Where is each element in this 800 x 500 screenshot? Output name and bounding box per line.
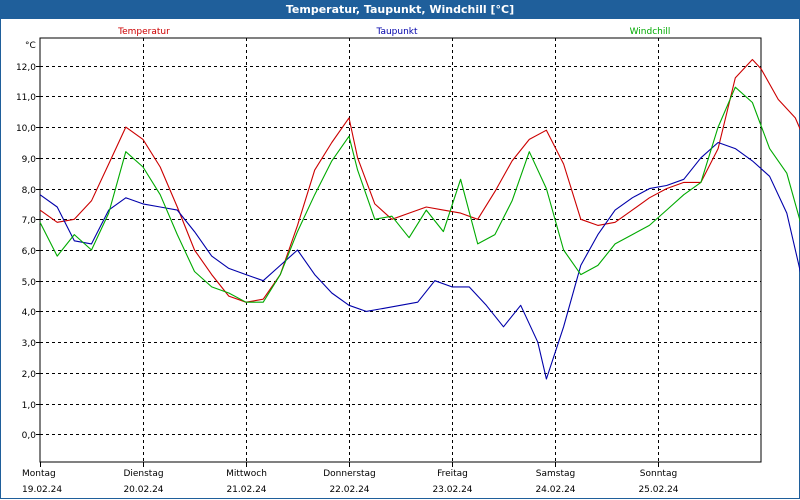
x-date-label: 25.02.24 <box>638 485 678 495</box>
x-day-label: Mittwoch <box>226 469 267 479</box>
y-tick-label: 7,0 <box>22 216 37 226</box>
x-day-label: Freitag <box>437 469 468 479</box>
x-date-label: 21.02.24 <box>226 485 266 495</box>
legend-taupunkt: Taupunkt <box>375 27 418 37</box>
y-tick-label: 5,0 <box>22 278 37 288</box>
x-day-label: Donnerstag <box>323 469 376 479</box>
y-tick-label: 4,0 <box>22 308 37 318</box>
x-day-label: Samstag <box>536 469 575 479</box>
y-tick-label: 3,0 <box>22 339 37 349</box>
y-tick-label: 9,0 <box>22 155 37 165</box>
y-tick-label: 0,0 <box>22 431 37 441</box>
x-date-label: 22.02.24 <box>329 485 369 495</box>
y-tick-label: 6,0 <box>22 247 37 257</box>
legend-windchill: Windchill <box>630 27 671 37</box>
series-line-windchill <box>39 86 800 303</box>
x-date-label: 24.02.24 <box>535 485 575 495</box>
window-title: Temperatur, Taupunkt, Windchill [°C] <box>0 0 800 19</box>
y-tick-label: 1,0 <box>22 401 37 411</box>
x-date-label: 19.02.24 <box>22 485 62 495</box>
x-date-label: 20.02.24 <box>123 485 163 495</box>
series-line-temperatur <box>39 58 800 303</box>
x-day-label: Sonntag <box>640 469 677 479</box>
series-line-taupunkt <box>39 141 800 380</box>
y-unit-label: °C <box>25 41 36 51</box>
y-tick-label: 10,0 <box>16 124 36 134</box>
x-day-label: Dienstag <box>123 469 163 479</box>
legend-temperatur: Temperatur <box>117 27 170 37</box>
y-tick-label: 12,0 <box>16 63 36 73</box>
y-tick-label: 8,0 <box>22 186 37 196</box>
x-day-label: Montag <box>22 469 56 479</box>
y-tick-label: 2,0 <box>22 370 37 380</box>
y-tick-label: 11,0 <box>16 93 36 103</box>
x-date-label: 23.02.24 <box>432 485 472 495</box>
